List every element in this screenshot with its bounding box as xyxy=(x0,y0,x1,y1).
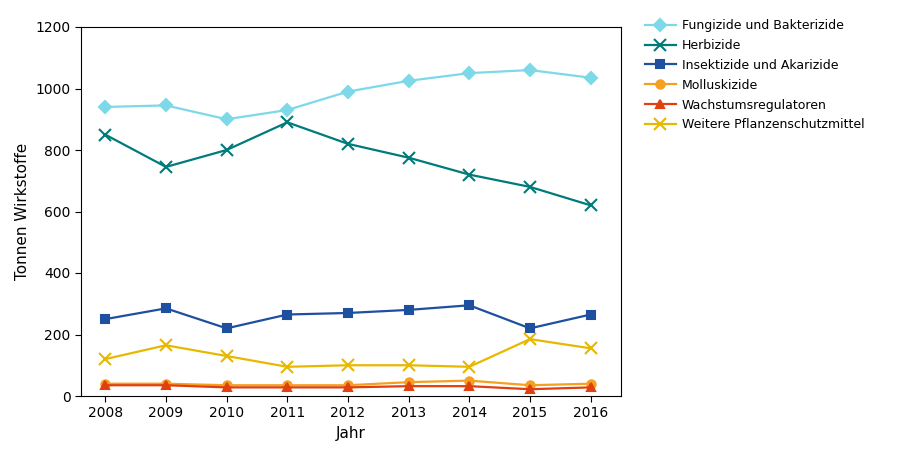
Molluskizide xyxy=(585,381,596,387)
Wachstumsregulatoren xyxy=(282,385,292,390)
Fungizide und Bakterizide xyxy=(160,103,171,108)
Herbizide xyxy=(282,120,292,125)
Wachstumsregulatoren xyxy=(221,385,232,390)
Insektizide und Akarizide xyxy=(585,312,596,317)
Fungizide und Bakterizide xyxy=(343,89,354,94)
Molluskizide xyxy=(100,381,111,387)
Insektizide und Akarizide xyxy=(343,310,354,316)
Fungizide und Bakterizide xyxy=(100,104,111,110)
Fungizide und Bakterizide xyxy=(221,117,232,122)
Weitere Pflanzenschutzmittel xyxy=(282,364,292,369)
Weitere Pflanzenschutzmittel xyxy=(343,363,354,368)
Molluskizide xyxy=(343,382,354,388)
Molluskizide xyxy=(525,382,535,388)
Molluskizide xyxy=(464,378,474,383)
Fungizide und Bakterizide xyxy=(464,70,474,76)
Line: Insektizide und Akarizide: Insektizide und Akarizide xyxy=(101,301,595,333)
Legend: Fungizide und Bakterizide, Herbizide, Insektizide und Akarizide, Molluskizide, W: Fungizide und Bakterizide, Herbizide, In… xyxy=(641,15,868,135)
Fungizide und Bakterizide xyxy=(282,107,292,112)
Herbizide xyxy=(100,132,111,137)
Wachstumsregulatoren xyxy=(100,382,111,388)
Line: Herbizide: Herbizide xyxy=(100,117,596,211)
Wachstumsregulatoren xyxy=(464,383,474,389)
Wachstumsregulatoren xyxy=(160,382,171,388)
Line: Wachstumsregulatoren: Wachstumsregulatoren xyxy=(101,381,595,393)
Molluskizide xyxy=(160,381,171,387)
Line: Weitere Pflanzenschutzmittel: Weitere Pflanzenschutzmittel xyxy=(100,333,596,372)
Molluskizide xyxy=(221,382,232,388)
Insektizide und Akarizide xyxy=(464,302,474,308)
Herbizide xyxy=(160,164,171,170)
Wachstumsregulatoren xyxy=(403,383,414,389)
Molluskizide xyxy=(403,379,414,385)
Wachstumsregulatoren xyxy=(343,385,354,390)
Weitere Pflanzenschutzmittel xyxy=(403,363,414,368)
Insektizide und Akarizide xyxy=(403,307,414,313)
Weitere Pflanzenschutzmittel xyxy=(221,353,232,359)
X-axis label: Jahr: Jahr xyxy=(336,426,366,441)
Insektizide und Akarizide xyxy=(525,326,535,331)
Herbizide xyxy=(221,147,232,153)
Fungizide und Bakterizide xyxy=(525,68,535,73)
Insektizide und Akarizide xyxy=(282,312,292,317)
Line: Molluskizide: Molluskizide xyxy=(101,377,595,389)
Line: Fungizide und Bakterizide: Fungizide und Bakterizide xyxy=(101,66,595,123)
Insektizide und Akarizide xyxy=(100,316,111,322)
Wachstumsregulatoren xyxy=(585,385,596,390)
Weitere Pflanzenschutzmittel xyxy=(160,342,171,348)
Herbizide xyxy=(525,184,535,189)
Herbizide xyxy=(343,141,354,147)
Weitere Pflanzenschutzmittel xyxy=(100,356,111,362)
Y-axis label: Tonnen Wirkstoffe: Tonnen Wirkstoffe xyxy=(15,143,30,280)
Fungizide und Bakterizide xyxy=(585,75,596,81)
Herbizide xyxy=(403,155,414,160)
Herbizide xyxy=(464,172,474,177)
Weitere Pflanzenschutzmittel xyxy=(585,346,596,351)
Molluskizide xyxy=(282,382,292,388)
Fungizide und Bakterizide xyxy=(403,78,414,84)
Weitere Pflanzenschutzmittel xyxy=(464,364,474,369)
Insektizide und Akarizide xyxy=(221,326,232,331)
Weitere Pflanzenschutzmittel xyxy=(525,337,535,342)
Wachstumsregulatoren xyxy=(525,387,535,392)
Herbizide xyxy=(585,202,596,208)
Insektizide und Akarizide xyxy=(160,306,171,311)
